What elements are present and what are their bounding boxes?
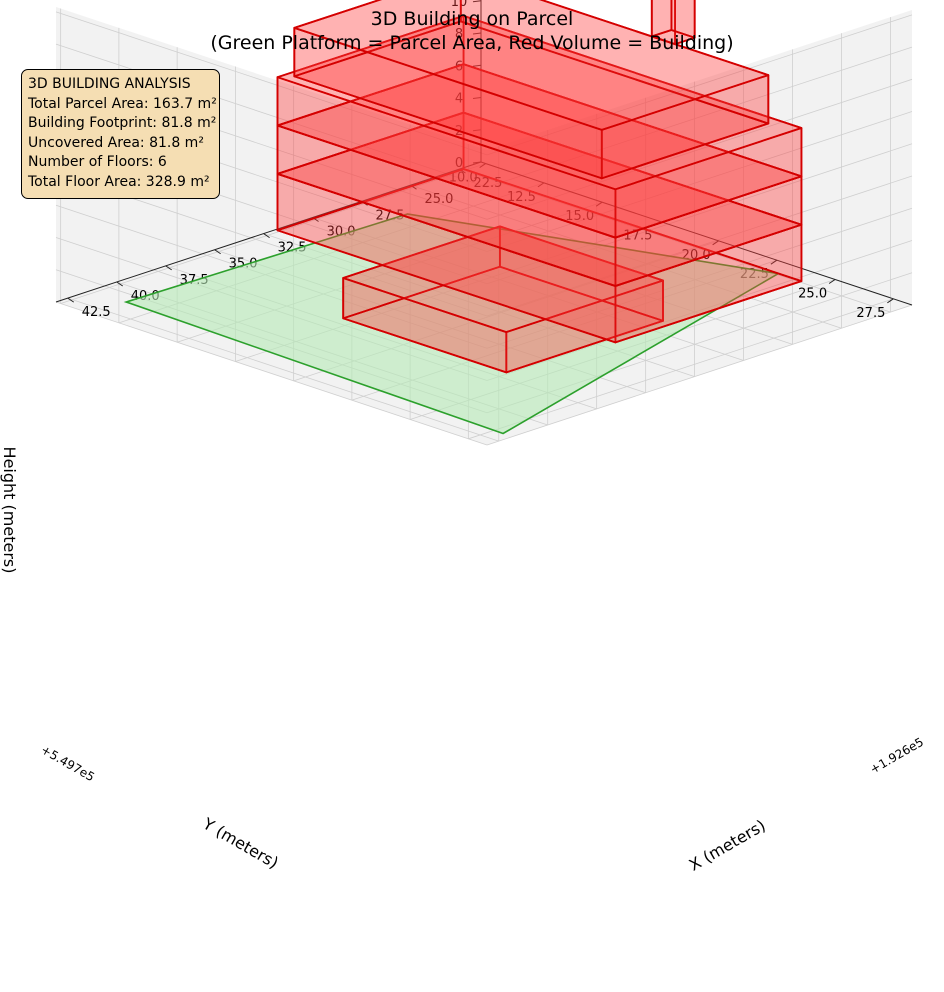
z-tick-label: 4 [455, 92, 463, 107]
grid-line-z-left [55, 301, 488, 446]
y-tick-label: 12.5 [507, 190, 536, 205]
x-tick-mark [67, 297, 75, 303]
z-tick-mark [472, 32, 482, 35]
analysis-info-box: 3D BUILDING ANALYSIS Total Parcel Area: … [21, 69, 220, 199]
grid-line-z-right [486, 14, 913, 156]
z-tick-mark [472, 0, 482, 3]
info-number-of-floors: Number of Floors: 6 [28, 154, 167, 171]
y-tick-mark [595, 201, 603, 207]
building-box-floor-2 [276, 63, 803, 287]
info-heading: 3D BUILDING ANALYSIS [28, 76, 191, 92]
z-tick-label: 8 [455, 27, 463, 42]
info-total-floor-area: Total Floor Area: 328.9 m² [28, 173, 210, 190]
axis-lines [55, 0, 913, 306]
y-tick-label: 25.0 [798, 286, 827, 301]
x-tick-mark [263, 233, 270, 239]
z-tick-mark [472, 129, 482, 132]
x-tick-mark [165, 265, 172, 271]
building-face-top [342, 225, 664, 334]
z-tick-mark [472, 97, 482, 100]
x-tick-label: 42.5 [82, 305, 111, 320]
building-box-floor-3 [276, 14, 803, 239]
z-tick-label: 6 [455, 59, 463, 74]
grid-line-z-right [486, 111, 913, 252]
x-tick-label: 25.0 [424, 192, 453, 207]
y-axis-label: Y (meters) [199, 814, 282, 873]
z-tick-mark [472, 161, 482, 164]
grid-line-x-floor [459, 168, 891, 313]
chart-subtitle: (Green Platform = Parcel Area, Red Volum… [210, 32, 734, 54]
building-box-rooftop-mast [650, 0, 696, 46]
z-tick-label: 10 [451, 0, 468, 10]
x-axis-label: X (meters) [686, 816, 769, 875]
y-tick-label: 15.0 [565, 209, 594, 224]
y-tick-mark [479, 163, 486, 168]
z-axis-label: Height (meters) [0, 447, 19, 574]
y-offset-label: +5.497e5 [39, 742, 97, 784]
info-uncovered-area: Uncovered Area: 81.8 m² [28, 134, 204, 151]
x-tick-mark [116, 281, 123, 287]
y-axis-line [480, 161, 913, 306]
grid-line-x-floor [67, 297, 499, 442]
building-face-front-x [670, 0, 696, 39]
grid-line-z-right [486, 78, 913, 220]
building-volume-layer [276, 0, 803, 374]
x-offset-label: +1.926e5 [868, 735, 926, 777]
y-tick-label: 27.5 [856, 306, 885, 321]
building-face-front-y [650, 0, 673, 38]
y-tick-mark [537, 182, 545, 188]
grid-line-z-left [55, 11, 488, 156]
info-total-parcel-area: Total Parcel Area: 163.7 m² [28, 95, 217, 112]
y-tick-label: 10.0 [449, 171, 478, 186]
chart-title: 3D Building on Parcel [370, 8, 574, 30]
info-building-footprint: Building Footprint: 81.8 m² [28, 115, 217, 132]
x-tick-mark [214, 249, 221, 255]
y-tick-mark [770, 259, 778, 265]
y-tick-mark [712, 240, 719, 246]
grid-line-y-floor [468, 298, 894, 440]
grid-line-z-left [55, 43, 488, 188]
grid-line-z-right [486, 304, 913, 446]
z-tick-mark [472, 64, 482, 67]
z-tick-label: 0 [455, 156, 463, 171]
building-box-ground-block [342, 225, 664, 374]
grid-line-y-floor [60, 163, 486, 304]
axis-labels: X (meters) Y (meters) Height (meters) +1… [0, 447, 926, 875]
y-tick-mark [887, 298, 894, 304]
y-tick-mark [828, 279, 836, 284]
building-face-top [276, 14, 803, 191]
building-box-top-floor [293, 0, 770, 180]
x-axis-line [55, 161, 482, 303]
